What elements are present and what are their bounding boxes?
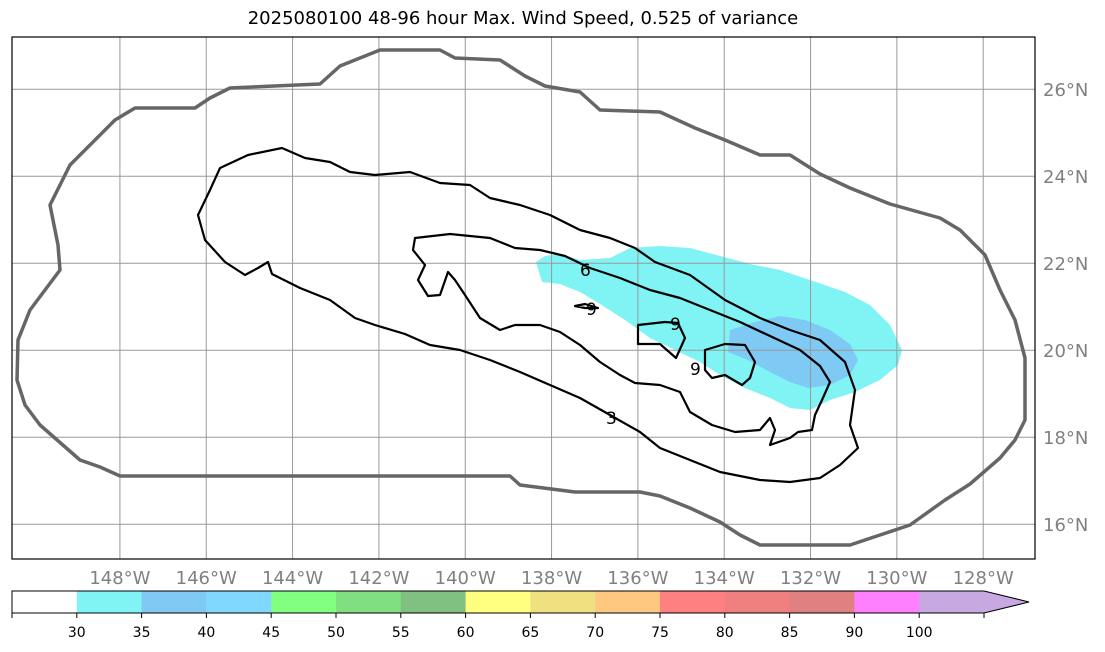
lon-tick-label: 136°W — [607, 568, 668, 589]
colorbar-segment — [530, 591, 596, 613]
contour-level-9-east — [703, 342, 757, 387]
contour-level-9-small — [573, 302, 600, 310]
lon-tick-label: 134°W — [694, 568, 755, 589]
colorbar-segment — [336, 591, 402, 613]
contour-label-9-c: 9 — [690, 360, 701, 380]
latitude-labels: 16°N 18°N 20°N 22°N 24°N 26°N — [1043, 80, 1088, 536]
lat-tick-label: 20°N — [1043, 341, 1088, 362]
colorbar-extend-max — [919, 591, 1029, 613]
colorbar-tick-label: 60 — [457, 625, 475, 641]
colorbar-tick-label: 55 — [392, 625, 410, 641]
lon-tick-label: 140°W — [435, 568, 496, 589]
grid-lines — [12, 37, 1035, 559]
lon-tick-label: 130°W — [866, 568, 927, 589]
colorbar-tick-label: 50 — [327, 625, 345, 641]
colorbar-segment — [789, 591, 855, 613]
lon-tick-label: 132°W — [780, 568, 841, 589]
lat-tick-label: 18°N — [1043, 428, 1088, 449]
lat-tick-label: 26°N — [1043, 80, 1088, 101]
colorbar-tick-label: 40 — [197, 625, 215, 641]
colorbar-segment — [854, 591, 920, 613]
colorbar-tick-label: 70 — [586, 625, 604, 641]
colorbar-segment — [12, 591, 78, 613]
contour-label-9-a: 9 — [586, 300, 597, 320]
colorbar-segment — [465, 591, 531, 613]
wind-fill-layer — [536, 246, 902, 410]
colorbar-segment — [660, 591, 726, 613]
colorbar-segment — [206, 591, 272, 613]
colorbar-segment — [595, 591, 661, 613]
lon-tick-label: 144°W — [262, 568, 323, 589]
longitude-labels: 148°W 146°W 144°W 142°W 140°W 138°W 136°W 134°W… — [89, 568, 1014, 589]
fill-region-35-40 — [728, 316, 858, 388]
colorbar-tick-label: 35 — [133, 625, 151, 641]
colorbar-tick-label: 90 — [845, 625, 863, 641]
lon-tick-label: 148°W — [89, 568, 150, 589]
chart-title: 2025080100 48-96 hour Max. Wind Speed, 0… — [247, 8, 799, 29]
contour-label-3: 3 — [606, 409, 617, 429]
colorbar-tick-label: 65 — [521, 625, 539, 641]
lon-tick-label: 142°W — [348, 568, 409, 589]
contour-outer-boundary — [15, 48, 1027, 547]
colorbar-tick-label: 80 — [716, 625, 734, 641]
contour-level-3 — [196, 146, 860, 484]
colorbar-segment — [76, 591, 143, 613]
lon-tick-label: 138°W — [521, 568, 582, 589]
lat-tick-label: 24°N — [1043, 167, 1088, 188]
colorbar-segment — [271, 591, 337, 613]
lat-tick-label: 22°N — [1043, 254, 1088, 275]
colorbar-tick-label: 45 — [262, 625, 280, 641]
colorbar-tick-label: 75 — [651, 625, 669, 641]
colorbar-outline — [11, 590, 1030, 614]
lon-tick-label: 128°W — [953, 568, 1014, 589]
colorbar-segment — [400, 591, 467, 613]
colorbar-tick-label: 30 — [68, 625, 86, 641]
colorbar-tick-label: 100 — [906, 625, 933, 641]
colorbar: 30 35 40 45 50 55 60 65 70 75 80 85 90 100 — [11, 590, 1030, 641]
contour-label-6: 6 — [580, 261, 591, 281]
lat-tick-label: 16°N — [1043, 515, 1088, 536]
lon-tick-label: 146°W — [176, 568, 237, 589]
colorbar-tick-label: 85 — [781, 625, 799, 641]
colorbar-segment — [141, 591, 207, 613]
map-frame — [11, 36, 1036, 560]
contour-layer — [15, 48, 1027, 547]
colorbar-segment — [724, 591, 791, 613]
fill-region-30-35 — [536, 246, 902, 410]
contour-label-layer: 6 9 9 9 3 — [580, 261, 701, 429]
contour-label-9-b: 9 — [670, 315, 681, 335]
contour-level-9-west — [636, 320, 687, 360]
contour-level-6 — [411, 232, 832, 447]
